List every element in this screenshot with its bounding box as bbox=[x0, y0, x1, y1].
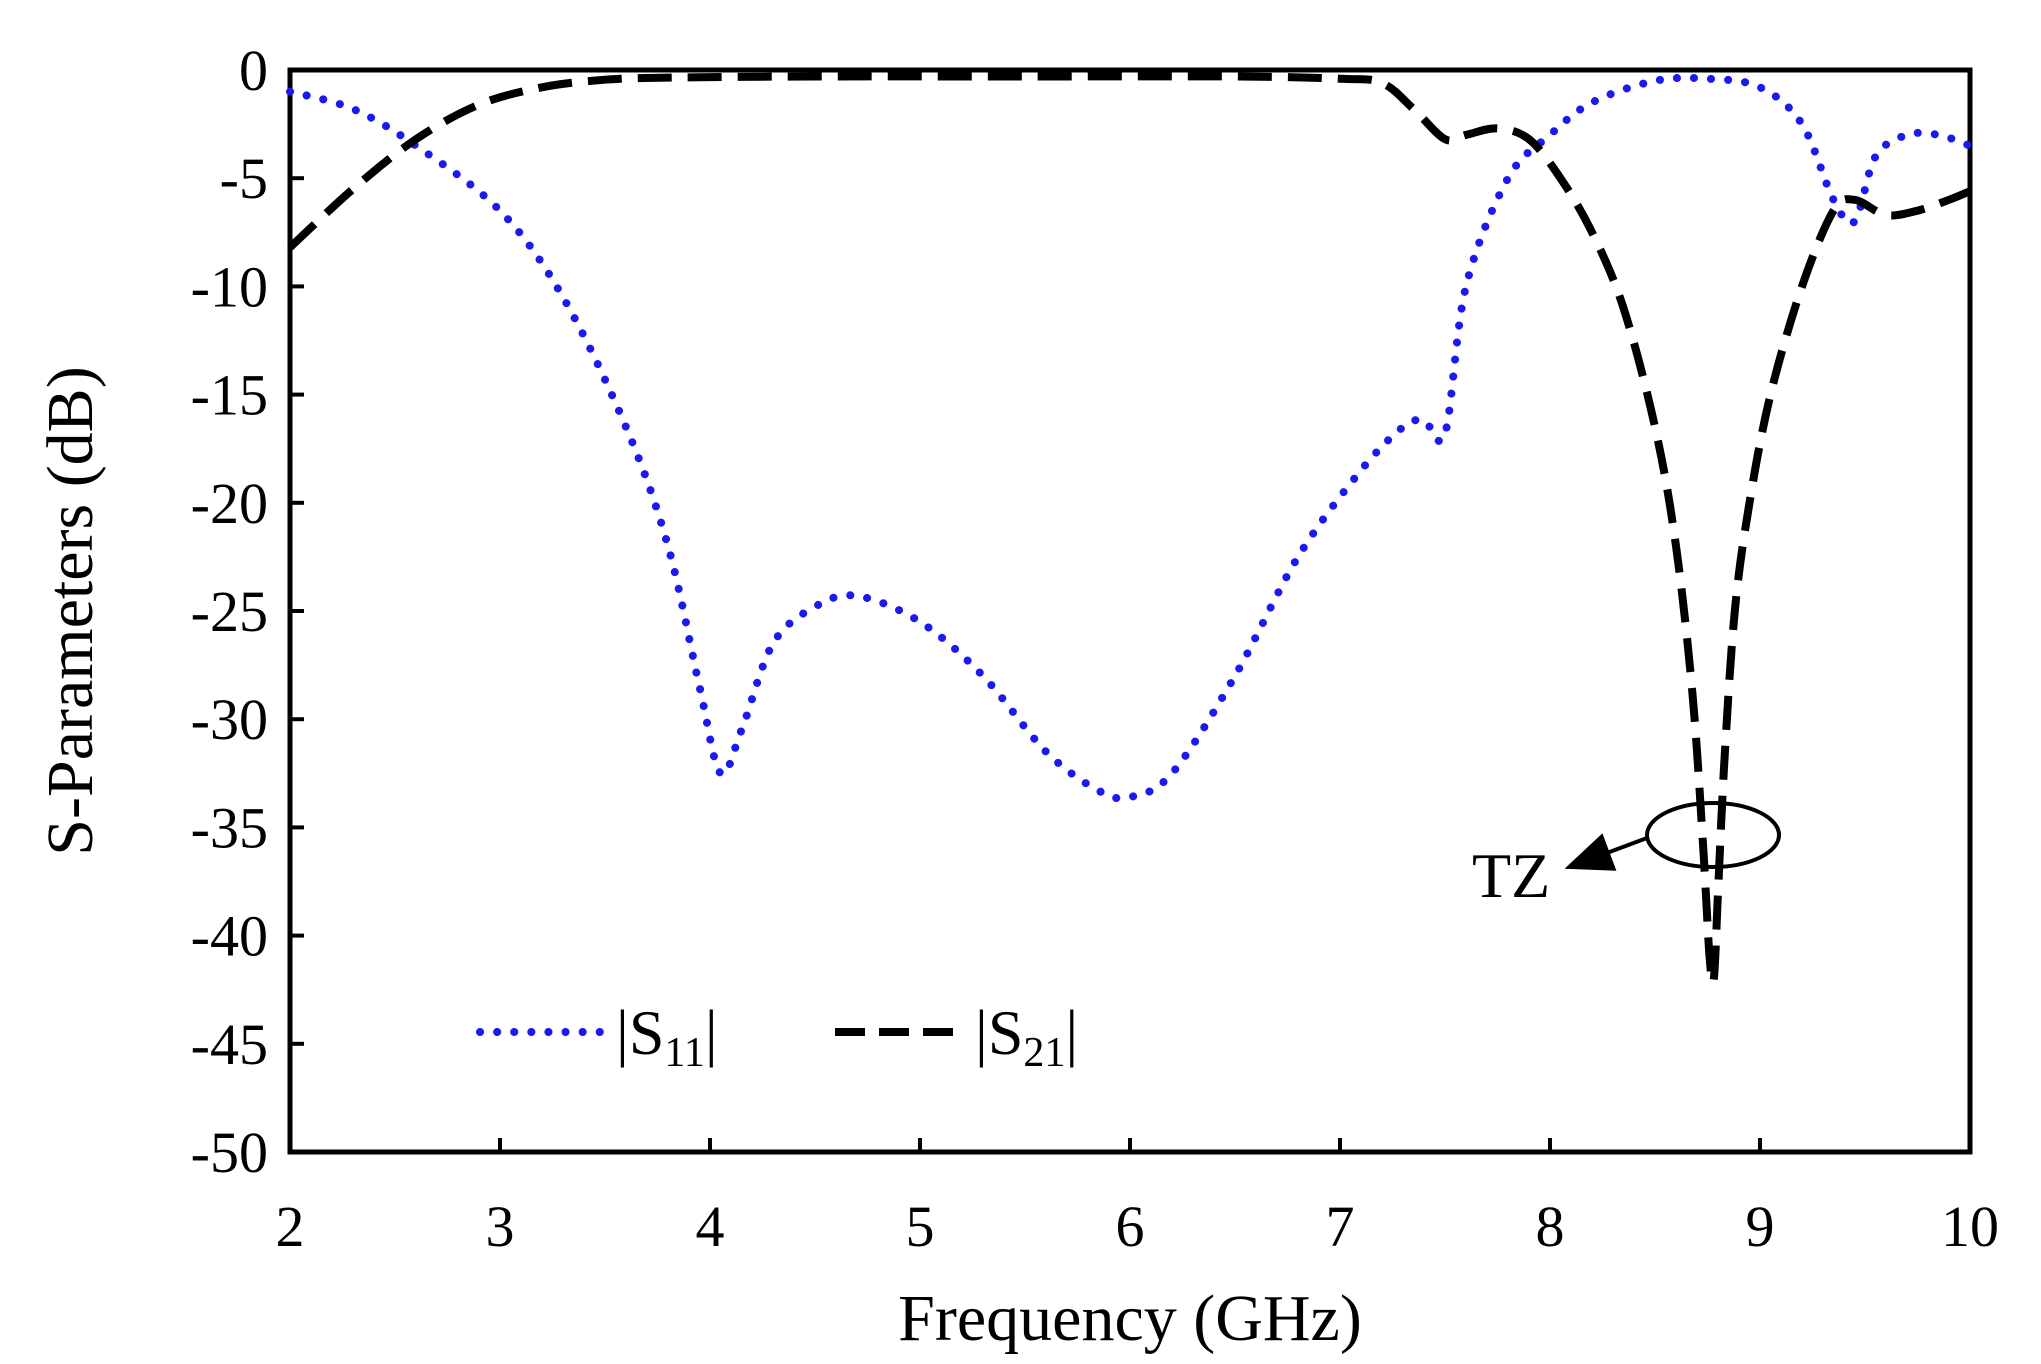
y-tick-label: -5 bbox=[220, 146, 268, 211]
x-tick-label: 5 bbox=[906, 1194, 935, 1259]
y-tick-label: -20 bbox=[191, 471, 268, 536]
x-tick-label: 9 bbox=[1746, 1194, 1775, 1259]
x-tick-label: 2 bbox=[276, 1194, 305, 1259]
x-tick-label: 10 bbox=[1941, 1194, 1999, 1259]
x-axis: 2 3 4 5 6 7 8 9 10 bbox=[276, 1138, 1999, 1259]
plot-frame bbox=[287, 67, 1973, 1155]
series-layer bbox=[286, 72, 1974, 988]
x-tick-label: 7 bbox=[1326, 1194, 1355, 1259]
legend: |S11| |S21| bbox=[476, 997, 1078, 1076]
y-tick-label: -30 bbox=[191, 687, 268, 752]
y-tick-label: -15 bbox=[191, 363, 268, 428]
y-tick-label: 0 bbox=[239, 38, 268, 103]
legend-s21-label: |S21| bbox=[975, 997, 1078, 1076]
x-axis-title: Frequency (GHz) bbox=[898, 1282, 1362, 1355]
x-tick-label: 8 bbox=[1536, 1194, 1565, 1259]
y-tick-label: -35 bbox=[191, 795, 268, 860]
x-tick-label: 4 bbox=[696, 1194, 725, 1259]
y-tick-label: -45 bbox=[191, 1012, 268, 1077]
x-tick-label: 3 bbox=[486, 1194, 515, 1259]
tz-annotation: TZ bbox=[1472, 801, 1781, 911]
y-tick-label: -40 bbox=[191, 904, 268, 969]
tz-ellipse bbox=[1645, 801, 1781, 869]
legend-s11-sub: 11 bbox=[664, 1030, 704, 1076]
y-tick-label: -50 bbox=[191, 1120, 268, 1185]
tz-label: TZ bbox=[1472, 840, 1550, 911]
series-line-s21 bbox=[287, 72, 1972, 988]
y-tick-label: -25 bbox=[191, 579, 268, 644]
legend-s11-label: |S11| bbox=[616, 997, 718, 1076]
legend-s11-main: S bbox=[629, 997, 665, 1068]
y-axis-title: S-Parameters (dB) bbox=[34, 366, 107, 855]
legend-s21-sub: 21 bbox=[1023, 1030, 1065, 1076]
y-tick-label: -10 bbox=[191, 254, 268, 319]
y-axis: 0 -5 -10 -15 -20 -25 -30 -35 -40 -45 -50 bbox=[191, 38, 304, 1185]
legend-s21-main: S bbox=[988, 997, 1024, 1068]
series-line-s11 bbox=[286, 73, 1974, 803]
tz-arrow bbox=[1564, 833, 1648, 871]
x-tick-label: 6 bbox=[1116, 1194, 1145, 1259]
